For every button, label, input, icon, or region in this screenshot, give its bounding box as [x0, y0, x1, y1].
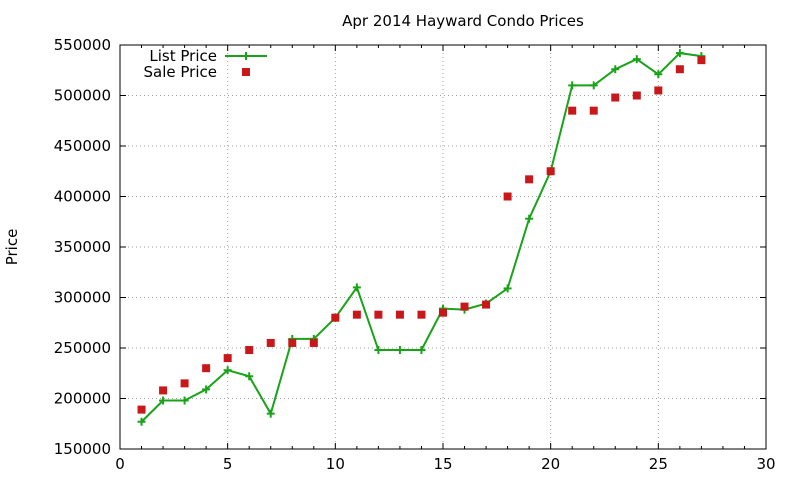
y-tick-label: 150000 — [54, 440, 111, 458]
sale-price-point — [589, 106, 598, 115]
list-price-point — [137, 417, 146, 426]
legend-key-sale-price — [242, 68, 250, 76]
y-axis-label: Price — [3, 229, 21, 266]
y-tick-label: 200000 — [54, 390, 111, 408]
sale-price-point — [374, 310, 383, 319]
y-tick-label: 250000 — [54, 339, 111, 357]
x-tick-label: 25 — [649, 455, 668, 473]
sale-price-point — [546, 167, 555, 176]
list-price-point — [180, 396, 189, 405]
sale-price-point — [460, 302, 469, 311]
sale-price-point — [568, 106, 577, 115]
list-price-point — [266, 409, 275, 418]
sale-price-point — [223, 354, 232, 363]
sale-price-point — [417, 310, 426, 319]
sale-price-point — [675, 65, 684, 74]
legend-label-list-price: List Price — [149, 47, 217, 65]
sale-price-point — [352, 310, 361, 319]
list-price-point — [675, 49, 684, 58]
series-list-price — [137, 49, 706, 426]
list-price-point — [374, 346, 383, 355]
y-tick-label: 550000 — [54, 36, 111, 54]
legend-label-sale-price: Sale Price — [144, 63, 217, 81]
grid — [120, 45, 766, 449]
sale-price-point — [439, 308, 447, 317]
legend-cross — [242, 52, 250, 60]
list-price-point — [223, 366, 232, 375]
list-price-point — [525, 214, 534, 223]
x-tick-label: 20 — [541, 455, 560, 473]
legend-square — [242, 68, 250, 76]
sale-price-point — [266, 338, 275, 347]
list-price-point — [611, 65, 620, 74]
list-price-point — [352, 283, 361, 292]
sale-price-point — [654, 86, 663, 95]
chart-title: Apr 2014 Hayward Condo Prices — [342, 12, 584, 30]
sale-price-point — [309, 338, 318, 347]
series-sale-price — [137, 56, 706, 414]
sale-price-point — [395, 310, 404, 319]
sale-price-point — [525, 175, 534, 184]
sale-price-point — [288, 338, 297, 347]
list-price-line — [140, 52, 702, 423]
legend: List Price Sale Price — [144, 47, 267, 81]
sale-price-point — [202, 364, 211, 373]
list-price-point — [202, 385, 211, 394]
y-tick-label: 400000 — [54, 188, 111, 206]
y-tick-label: 500000 — [54, 87, 111, 105]
sale-price-point — [245, 346, 254, 355]
list-price-point — [589, 81, 598, 90]
sale-price-point — [331, 313, 340, 322]
list-price-point — [568, 81, 577, 90]
list-price-point — [417, 346, 426, 355]
axis-ticks: 0 5 10 15 20 25 30 150000 200000 250000 300000 3500… — [54, 36, 776, 473]
sale-price-point — [159, 386, 168, 395]
sale-price-point — [482, 300, 491, 309]
sale-price-point — [632, 91, 641, 100]
y-tick-label: 300000 — [54, 289, 111, 307]
series — [137, 49, 706, 426]
list-price-point — [503, 284, 512, 293]
x-tick-label: 0 — [115, 455, 125, 473]
legend-key-list-price — [225, 52, 267, 60]
sale-price-point — [697, 56, 706, 65]
list-price-point — [632, 55, 641, 64]
x-tick-label: 10 — [326, 455, 345, 473]
list-price-point — [245, 372, 254, 381]
sale-price-point — [137, 405, 146, 414]
sale-price-point — [611, 93, 620, 102]
list-price-point — [159, 396, 168, 405]
y-tick-label: 450000 — [54, 137, 111, 155]
list-price-point — [654, 70, 663, 79]
x-tick-label: 30 — [756, 455, 775, 473]
sale-price-point — [180, 379, 189, 388]
list-price-point — [395, 346, 404, 355]
y-tick-label: 350000 — [54, 238, 111, 256]
sale-price-point — [503, 192, 512, 201]
x-tick-label: 5 — [223, 455, 233, 473]
x-tick-label: 15 — [433, 455, 452, 473]
